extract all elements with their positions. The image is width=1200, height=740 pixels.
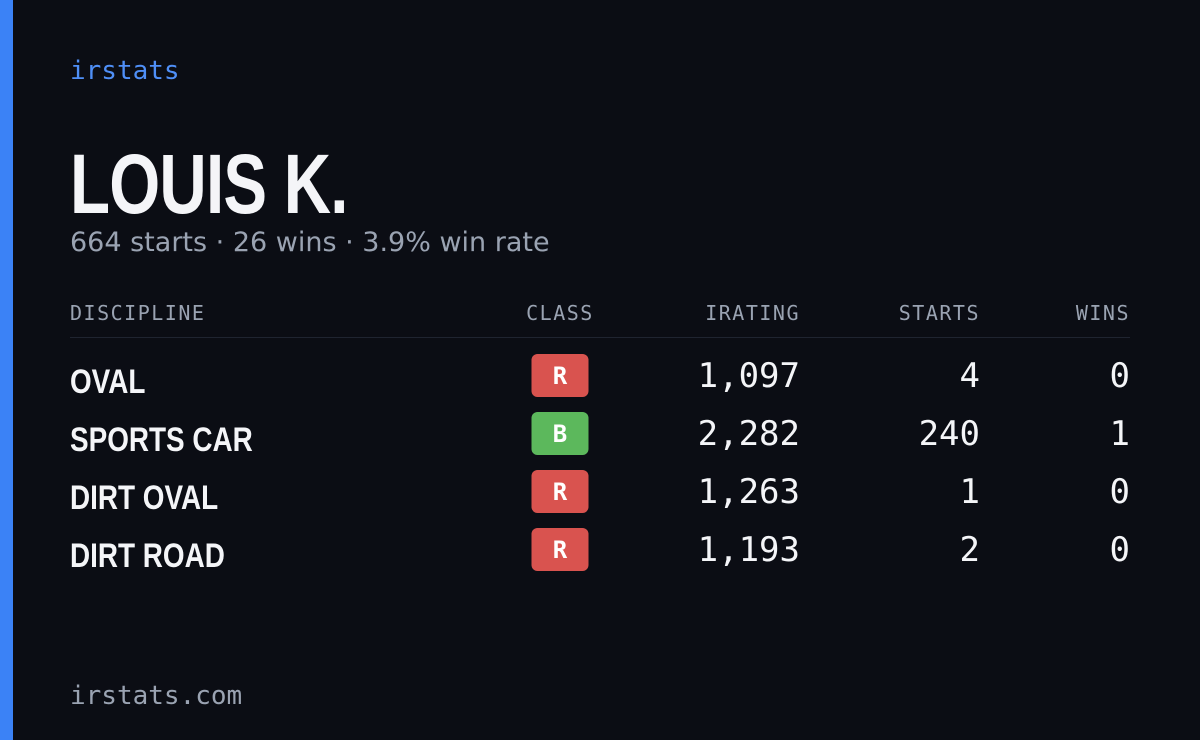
column-header: STARTS [898, 301, 980, 325]
footer: irstats.com [70, 681, 243, 711]
wins: 0 [1109, 530, 1130, 570]
brand: irstats [70, 56, 180, 86]
irating: 1,263 [697, 472, 800, 512]
summary: 664 starts · 26 wins · 3.9% win rate [70, 227, 550, 258]
wins: 0 [1109, 356, 1130, 396]
irating: 1,097 [697, 356, 800, 396]
discipline: OVAL [70, 363, 146, 401]
class-badge: B [531, 412, 589, 455]
header-rule [70, 337, 1130, 338]
irating: 1,193 [697, 530, 800, 570]
irating: 2,282 [697, 414, 800, 454]
column-header: DISCIPLINE [70, 301, 206, 325]
column-header: CLASS [526, 301, 594, 325]
column-header: IRATING [705, 301, 800, 325]
wins: 1 [1109, 414, 1130, 454]
driver-name: LOUIS K. [70, 137, 348, 231]
starts: 240 [918, 414, 980, 454]
class-badge: R [531, 528, 589, 571]
discipline: DIRT ROAD [70, 537, 225, 575]
starts: 2 [959, 530, 980, 570]
wins: 0 [1109, 472, 1130, 512]
class-badge: R [531, 470, 589, 513]
starts: 1 [959, 472, 980, 512]
starts: 4 [959, 356, 980, 396]
accent-bar [0, 0, 13, 740]
discipline: SPORTS CAR [70, 421, 253, 459]
class-badge: R [531, 354, 589, 397]
discipline: DIRT OVAL [70, 479, 219, 517]
column-header: WINS [1075, 301, 1130, 325]
